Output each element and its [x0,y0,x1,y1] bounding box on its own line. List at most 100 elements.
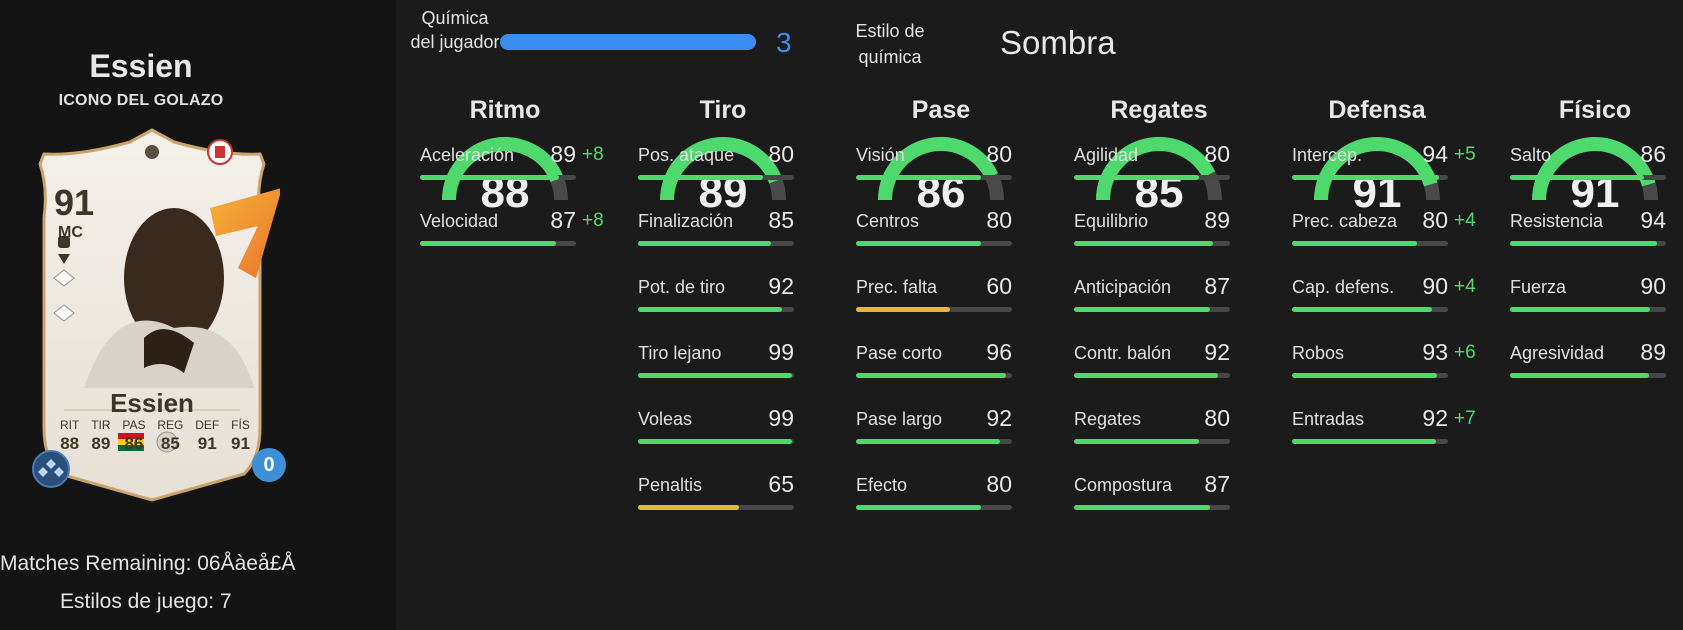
attribute-bar [856,241,1012,246]
attribute-bar [638,505,794,510]
attribute-bar [1510,307,1666,312]
attribute-bar [1074,505,1230,510]
attribute-row[interactable]: Centros 80 [856,207,1056,251]
card-player-name: Essien [110,388,194,418]
attribute-row[interactable]: Pos. ataque 80 [638,141,838,185]
attribute-row[interactable]: Salto 86 [1510,141,1683,185]
attribute-row[interactable]: Equilibrio 89 [1074,207,1274,251]
attribute-row[interactable]: Entradas 92 +7 [1292,405,1492,449]
attribute-name: Tiro lejano [638,343,722,363]
attribute-bar-fill [856,175,981,180]
attribute-value: 89 [1204,207,1230,233]
attribute-name: Pos. ataque [638,145,735,165]
attribute-value: 87 [1204,273,1230,299]
attribute-boost: +4 [1454,276,1476,297]
card-stat: REG 85 [157,418,184,453]
attribute-row[interactable]: Efecto 80 [856,471,1056,515]
attribute-bar-fill [1074,241,1213,246]
attribute-row[interactable]: Pase largo 92 [856,405,1056,449]
attribute-row[interactable]: Cap. defens. 90 +4 [1292,273,1492,317]
attribute-name: Contr. balón [1074,343,1172,363]
player-name: Essien [89,48,193,84]
attribute-bar [638,439,794,444]
attribute-bar-fill [1510,241,1657,246]
attribute-boost: +7 [1454,408,1476,429]
chemistry-style-value[interactable]: Sombra [1000,24,1116,61]
attribute-row[interactable]: Voleas 99 [638,405,838,449]
attribute-bar [420,175,576,180]
attribute-value: 65 [768,471,794,497]
attribute-row[interactable]: Aceleración 89 +8 [420,141,620,185]
attribute-row[interactable]: Fuerza 90 [1510,273,1683,317]
attribute-value: 92 [1422,405,1448,431]
attribute-bar-fill [1074,505,1210,510]
player-card[interactable]: 91 MC Essien RIT 88 TIR 89 PAS 86 REG 85 DEF… [24,128,286,502]
attribute-row[interactable]: Intercep. 94 +5 [1292,141,1492,185]
attribute-row[interactable]: Agresividad 89 [1510,339,1683,383]
attribute-row[interactable]: Compostura 87 [1074,471,1274,515]
attribute-row[interactable]: Pot. de tiro 92 [638,273,838,317]
attribute-bar-fill [1292,373,1438,378]
attribute-value: 80 [1204,405,1230,431]
attribute-row[interactable]: Agilidad 80 [1074,141,1274,185]
card-stat: PAS 86 [122,418,146,453]
attribute-bar-fill [638,175,763,180]
attribute-bar [1510,241,1666,246]
attribute-row[interactable]: Penaltis 65 [638,471,838,515]
attribute-value: 93 [1422,339,1448,365]
attribute-row[interactable]: Prec. cabeza 80 +4 [1292,207,1492,251]
attribute-bar [1074,307,1230,312]
attribute-row[interactable]: Anticipación 87 [1074,273,1274,317]
attribute-name: Aceleración [420,145,515,165]
attribute-bar-fill [638,505,740,510]
attribute-boost: +8 [582,210,604,231]
matches-remaining: Matches Remaining: 06Åàeå£Å [0,552,296,575]
attribute-name: Penaltis [638,475,703,495]
attribute-value: 80 [1422,207,1448,233]
attribute-name: Visión [856,145,905,165]
attribute-value: 80 [986,141,1012,167]
card-stat: RIT 88 [60,418,80,453]
attribute-row[interactable]: Regates 80 [1074,405,1274,449]
attribute-bar-fill [856,307,950,312]
attribute-bar-fill [1074,175,1199,180]
chemistry-style-label: Estilo de química [855,21,925,67]
attribute-value: 90 [1640,273,1666,299]
attribute-row[interactable]: Tiro lejano 99 [638,339,838,383]
attribute-value: 99 [768,405,794,431]
attribute-bar-fill [1292,175,1439,180]
attribute-bar [1074,373,1230,378]
attribute-bar-fill [638,241,771,246]
attribute-row[interactable]: Prec. falta 60 [856,273,1056,317]
attribute-row[interactable]: Robos 93 +6 [1292,339,1492,383]
card-stats: RIT 88 TIR 89 PAS 86 REG 85 DEF 91 FÍS 91 [60,418,250,454]
attribute-bar-fill [1074,373,1218,378]
attribute-row[interactable]: Finalización 85 [638,207,838,251]
attribute-boost: +5 [1454,144,1476,165]
attribute-value: 96 [986,339,1012,365]
attribute-name: Pot. de tiro [638,277,726,297]
attribute-bar [1074,175,1230,180]
attribute-row[interactable]: Resistencia 94 [1510,207,1683,251]
attribute-value: 86 [1640,141,1666,167]
attribute-row[interactable]: Contr. balón 92 [1074,339,1274,383]
attribute-value: 94 [1422,141,1448,167]
category-title: Defensa [1328,96,1426,124]
attribute-value: 85 [768,207,794,233]
attribute-bar [420,241,576,246]
attribute-bar [856,175,1012,180]
attribute-row[interactable]: Pase corto 96 [856,339,1056,383]
category-title: Ritmo [469,96,541,124]
card-rating: 91 [54,182,95,223]
attribute-bar [856,307,1012,312]
attribute-name: Salto [1510,145,1552,165]
chemistry-style-icon[interactable] [32,450,70,488]
attribute-bar [1510,373,1666,378]
chemistry-label: Química del jugador [410,8,500,52]
attribute-row[interactable]: Velocidad 87 +8 [420,207,620,251]
attribute-value: 87 [1204,471,1230,497]
attribute-bar [1510,175,1666,180]
attribute-row[interactable]: Visión 80 [856,141,1056,185]
card-position: MC [58,224,83,241]
playstyles-count: Estilos de juego: 7 [60,590,232,613]
